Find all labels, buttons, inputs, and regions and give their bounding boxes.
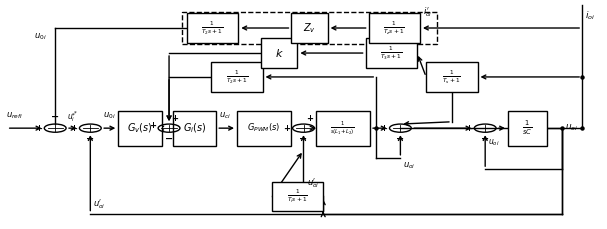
- Bar: [261, 38, 297, 68]
- Text: $\frac{1}{T_2s+1}$: $\frac{1}{T_2s+1}$: [226, 68, 248, 86]
- Bar: [365, 38, 417, 68]
- Bar: [118, 111, 162, 146]
- Text: +: +: [171, 114, 178, 123]
- Text: $\frac{1}{T_z s+1}$: $\frac{1}{T_z s+1}$: [384, 19, 405, 37]
- Bar: [291, 13, 328, 43]
- Text: +: +: [149, 121, 156, 130]
- Text: $\mathit{u_{oi}}$: $\mathit{u_{oi}}$: [566, 123, 578, 134]
- Text: $\mathit{u_{oi}}$: $\mathit{u_{oi}}$: [488, 138, 500, 148]
- Text: $\frac{1}{T_i s+1}$: $\frac{1}{T_i s+1}$: [287, 188, 308, 205]
- Text: $\frac{1}{T_2s+1}$: $\frac{1}{T_2s+1}$: [202, 19, 224, 37]
- Bar: [172, 111, 216, 146]
- Text: −: −: [86, 134, 94, 144]
- Text: $\mathit{i_{oi}}$: $\mathit{i_{oi}}$: [585, 10, 595, 22]
- Text: $\mathit{u_{ci}}$: $\mathit{u_{ci}}$: [219, 111, 231, 121]
- Bar: [182, 12, 436, 44]
- Text: $\mathit{u_{0i}}$: $\mathit{u_{0i}}$: [34, 31, 47, 42]
- Bar: [272, 182, 323, 211]
- Text: −: −: [299, 134, 308, 144]
- Bar: [187, 13, 239, 43]
- Text: −: −: [51, 112, 59, 122]
- Text: $\frac{1}{T_s+1}$: $\frac{1}{T_s+1}$: [443, 68, 461, 86]
- Text: +: +: [380, 124, 387, 133]
- Text: $k$: $k$: [275, 47, 283, 59]
- Text: $^*$: $^*$: [70, 113, 76, 122]
- Text: +: +: [70, 124, 77, 133]
- Bar: [426, 62, 478, 92]
- Text: +: +: [306, 114, 313, 123]
- Text: $\mathit{u_{oi}'}$: $\mathit{u_{oi}'}$: [93, 198, 106, 211]
- Text: −: −: [165, 134, 173, 144]
- Text: $\frac{1}{sC}$: $\frac{1}{sC}$: [523, 119, 533, 137]
- Text: $\frac{1}{T_3s+1}$: $\frac{1}{T_3s+1}$: [380, 44, 402, 62]
- Text: $G_v(s)$: $G_v(s)$: [127, 121, 153, 135]
- Bar: [237, 111, 291, 146]
- Bar: [211, 62, 263, 92]
- Bar: [368, 13, 420, 43]
- Text: $\mathit{u_{oi}'}$: $\mathit{u_{oi}'}$: [307, 176, 319, 190]
- Text: +: +: [283, 124, 290, 133]
- Text: $Z_v$: $Z_v$: [303, 21, 316, 35]
- Text: $\mathit{u_{oi}}$: $\mathit{u_{oi}}$: [404, 160, 416, 171]
- Text: $G_i(s)$: $G_i(s)$: [183, 121, 206, 135]
- Text: −: −: [481, 134, 489, 144]
- Text: −: −: [396, 134, 404, 144]
- Text: $\mathit{i_{oi}'}$: $\mathit{i_{oi}'}$: [423, 5, 433, 19]
- Text: $\mathit{u_{refi}}$: $\mathit{u_{refi}}$: [5, 111, 22, 121]
- Bar: [508, 111, 548, 146]
- Text: +: +: [35, 124, 42, 133]
- Text: $\frac{1}{s(L_1\!+\!L_2)}$: $\frac{1}{s(L_1\!+\!L_2)}$: [330, 120, 355, 137]
- Text: $\mathit{u_i^*}$: $\mathit{u_i^*}$: [67, 109, 78, 124]
- Text: $\mathit{u_{0i}}$: $\mathit{u_{0i}}$: [103, 111, 115, 121]
- Text: $G_{PWM}(s)$: $G_{PWM}(s)$: [248, 122, 281, 134]
- Text: +: +: [465, 124, 472, 133]
- Bar: [316, 111, 370, 146]
